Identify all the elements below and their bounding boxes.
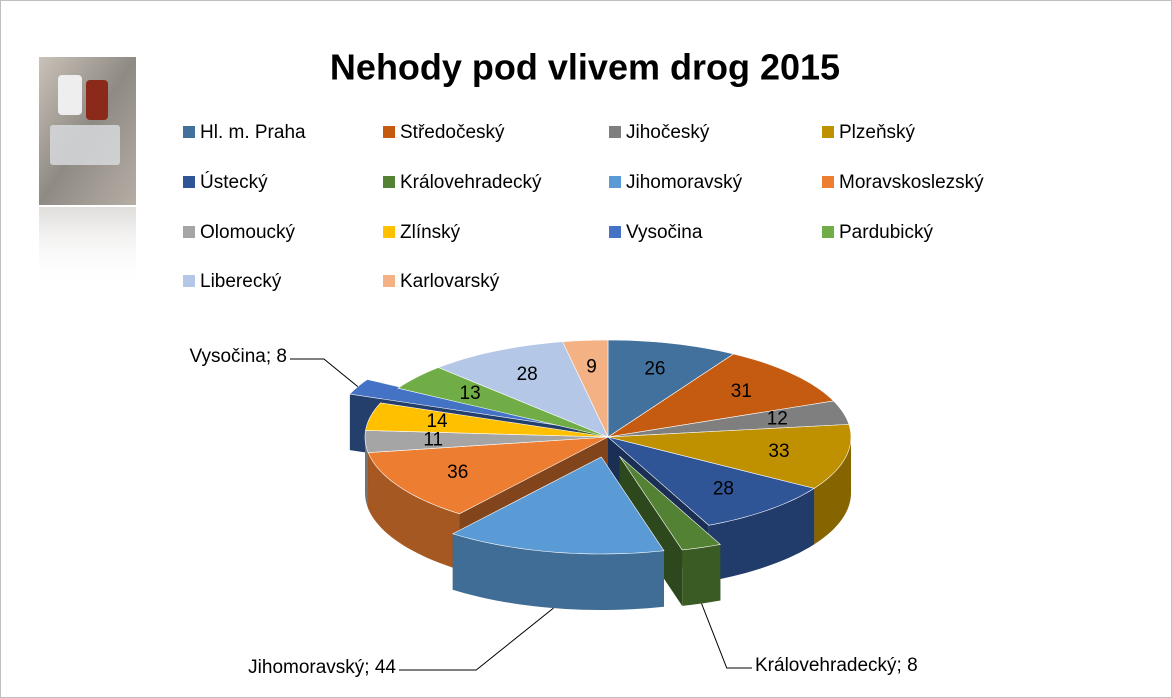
legend-swatch xyxy=(383,126,395,138)
legend-swatch xyxy=(183,226,195,238)
slice xyxy=(365,402,609,438)
slice xyxy=(397,367,609,438)
legend-label: Středočeský xyxy=(400,122,505,143)
data-label: 36 xyxy=(447,462,468,483)
slice xyxy=(607,400,850,438)
photo-reflection xyxy=(39,207,136,287)
slice-wall xyxy=(682,544,721,606)
data-label: 31 xyxy=(731,381,752,402)
data-label: 13 xyxy=(460,383,481,404)
data-label: 28 xyxy=(713,479,734,500)
legend-swatch xyxy=(383,176,395,188)
slice xyxy=(451,456,665,555)
photo-bottle xyxy=(58,75,82,115)
legend-swatch xyxy=(609,126,621,138)
slice xyxy=(607,424,852,489)
slice xyxy=(437,341,609,438)
data-label: Jihomoravský; 44 xyxy=(248,657,396,678)
legend-label: Jihočeský xyxy=(626,122,710,143)
data-label: 12 xyxy=(767,408,788,429)
slice xyxy=(607,339,735,438)
legend-swatch xyxy=(609,226,621,238)
data-label: 33 xyxy=(768,441,789,462)
data-label: 26 xyxy=(644,359,665,380)
legend-label: Jihomoravský xyxy=(626,172,743,193)
legend-swatch xyxy=(383,226,395,238)
legend-swatch xyxy=(609,176,621,188)
slice xyxy=(562,339,609,438)
legend-swatch xyxy=(183,176,195,188)
slice-wall xyxy=(708,488,815,582)
legend-label: Vysočina xyxy=(626,222,703,243)
data-label: 11 xyxy=(423,429,443,450)
legend-swatch xyxy=(183,126,195,138)
legend-label: Ústecký xyxy=(200,171,268,193)
slice-wall xyxy=(368,452,460,570)
legend-label: Plzeňský xyxy=(839,122,916,143)
legend-swatch xyxy=(383,275,395,287)
data-label: Vysočina; 8 xyxy=(189,346,287,367)
legend-label: Hl. m. Praha xyxy=(200,122,306,143)
slice xyxy=(364,430,609,453)
legend-swatch xyxy=(822,126,834,138)
legend-swatch xyxy=(822,226,834,238)
slice-wall xyxy=(452,533,664,610)
legend-label: Pardubický xyxy=(839,222,933,243)
data-label: 9 xyxy=(586,356,597,377)
chart-title: Nehody pod vlivem drog 2015 xyxy=(330,47,840,88)
legend-label: Královehradecký xyxy=(400,172,542,193)
photo-bottle xyxy=(86,80,108,120)
legend-label: Zlínský xyxy=(400,222,461,243)
leader-line xyxy=(399,607,554,671)
leader-line xyxy=(290,358,359,388)
slice xyxy=(607,353,835,438)
legend-label: Liberecký xyxy=(200,271,282,292)
leader-line xyxy=(701,603,752,669)
photo-blister xyxy=(50,125,120,165)
slice-wall xyxy=(365,437,369,509)
legend-swatch xyxy=(183,275,195,287)
legend-swatch xyxy=(822,176,834,188)
data-label: Královehradecký; 8 xyxy=(755,655,918,676)
legend-label: Karlovarský xyxy=(400,271,500,292)
slice xyxy=(367,436,609,515)
slice xyxy=(607,436,815,526)
legend-label: Olomoucký xyxy=(200,222,296,243)
data-label: 28 xyxy=(517,364,538,385)
slice xyxy=(619,455,721,551)
data-label: 14 xyxy=(426,411,448,432)
legend-label: Moravskoslezský xyxy=(839,172,984,193)
